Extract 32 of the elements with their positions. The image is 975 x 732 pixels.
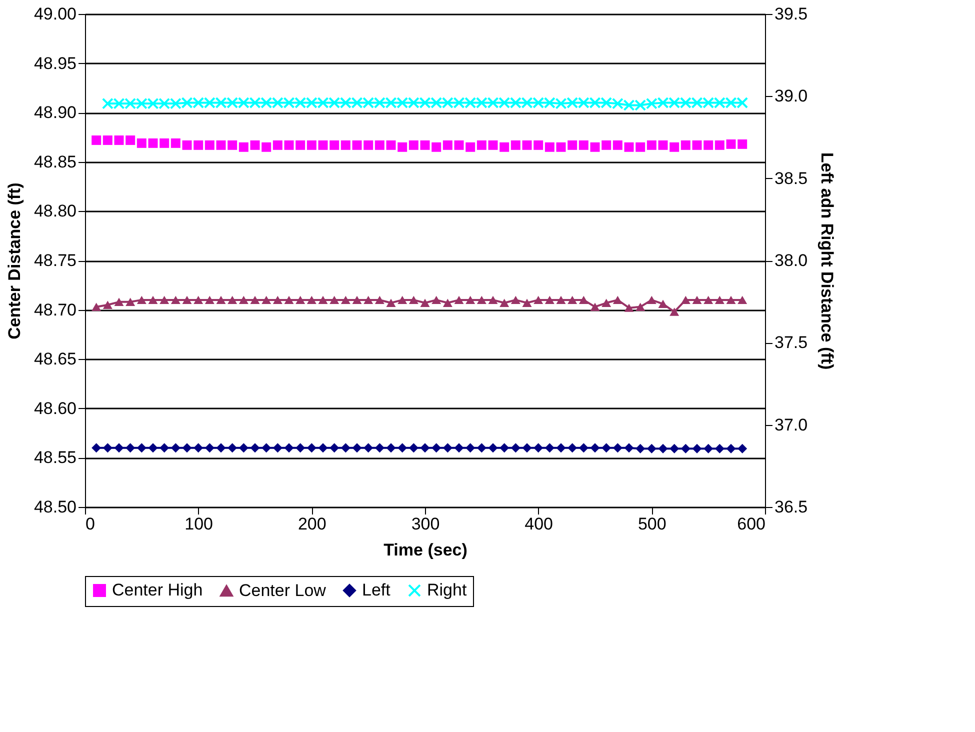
legend-label: Center Low bbox=[239, 580, 327, 600]
x-tick-label: 500 bbox=[638, 514, 666, 534]
y2-tick-label: 38.5 bbox=[774, 168, 808, 188]
x-tick-label: 100 bbox=[184, 514, 214, 534]
y-tick-label: 48.70 bbox=[34, 300, 76, 320]
y2-tick-label: 37.0 bbox=[774, 415, 808, 434]
x-tick-label: 300 bbox=[411, 514, 440, 534]
y-tick-label: 48.85 bbox=[34, 152, 76, 172]
y-tick-label: 48.75 bbox=[34, 251, 76, 270]
x-tick-label: 200 bbox=[298, 514, 326, 534]
y-tick-label: 49.00 bbox=[34, 4, 76, 24]
y-tick-label: 48.90 bbox=[34, 103, 76, 122]
y2-tick-label: 38.0 bbox=[774, 251, 808, 270]
y-tick-label: 48.80 bbox=[34, 202, 76, 221]
y-axis-title: Center Distance (ft) bbox=[4, 182, 24, 340]
y2-tick-label: 36.5 bbox=[774, 498, 808, 516]
legend-label: Left bbox=[362, 580, 391, 600]
y-tick-label: 48.65 bbox=[34, 350, 76, 369]
x-tick-label: 0 bbox=[86, 514, 95, 534]
y-tick-label: 48.95 bbox=[34, 54, 76, 73]
legend-label: Right bbox=[427, 580, 467, 600]
y-tick-label: 48.55 bbox=[34, 448, 76, 468]
y2-tick-label: 37.5 bbox=[774, 333, 808, 352]
legend-label: Center High bbox=[112, 580, 203, 600]
y-tick-label: 48.50 bbox=[34, 498, 76, 516]
x-axis-title: Time (sec) bbox=[384, 540, 468, 560]
y2-tick-label: 39.5 bbox=[774, 4, 808, 24]
y2-axis-title: Left adn Right Distance (ft) bbox=[818, 152, 837, 370]
y2-tick-label: 39.0 bbox=[774, 86, 808, 106]
y-tick-label: 48.60 bbox=[34, 398, 76, 418]
x-tick-label: 600 bbox=[737, 514, 766, 534]
x-tick-label: 400 bbox=[524, 514, 554, 534]
